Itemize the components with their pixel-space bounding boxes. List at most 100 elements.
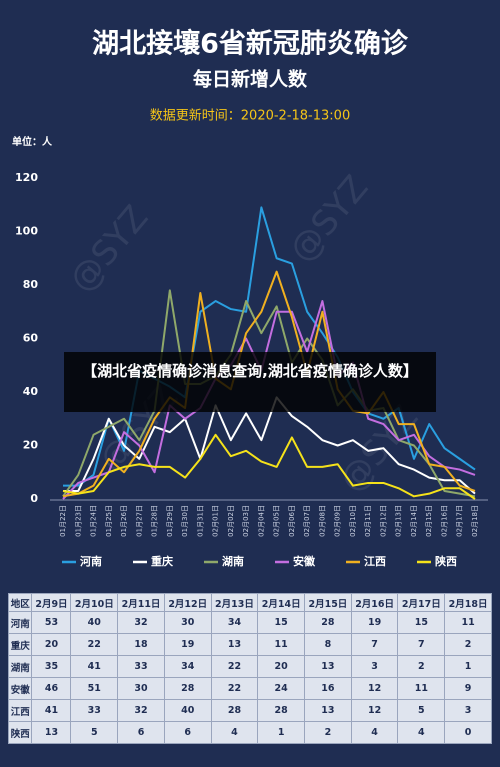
x-tick-label: 02月09日 bbox=[334, 505, 342, 537]
table-cell: 53 bbox=[31, 611, 72, 634]
x-tick-label: 02月04日 bbox=[257, 505, 265, 537]
x-tick-label: 01月25日 bbox=[105, 505, 113, 537]
x-tick-label: 02月16日 bbox=[440, 505, 448, 537]
legend-label: 重庆 bbox=[151, 554, 173, 568]
table-cell: 32 bbox=[117, 699, 165, 722]
legend-label: 安徽 bbox=[293, 554, 316, 568]
table-cell: 9 bbox=[444, 677, 492, 700]
table-cell: 4 bbox=[397, 721, 446, 744]
x-tick-label: 02月07日 bbox=[303, 505, 311, 537]
table-cell: 30 bbox=[163, 611, 212, 634]
table-cell: 41 bbox=[31, 699, 72, 722]
table-cell: 安徽 bbox=[7, 677, 33, 700]
table-cell: 28 bbox=[257, 699, 306, 722]
table-cell: 22 bbox=[70, 633, 119, 656]
caption: 【湖北省疫情确诊消息查询,湖北省疫情确诊人数】 bbox=[64, 352, 436, 412]
header-cell: 2月12日 bbox=[163, 593, 212, 612]
header-cell: 2月17日 bbox=[397, 593, 446, 612]
legend-label: 河南 bbox=[80, 554, 102, 568]
x-tick-label: 02月02日 bbox=[227, 505, 235, 537]
table-cell: 15 bbox=[257, 611, 306, 634]
y-unit: 单位：人 bbox=[12, 135, 53, 148]
legend-label: 江西 bbox=[364, 554, 386, 568]
table-cell: 24 bbox=[257, 677, 306, 700]
table-cell: 15 bbox=[397, 611, 446, 634]
table-cell: 46 bbox=[31, 677, 72, 700]
table-cell: 19 bbox=[350, 611, 399, 634]
table-cell: 6 bbox=[117, 721, 165, 744]
table-cell: 4 bbox=[210, 721, 259, 744]
table-cell: 13 bbox=[210, 633, 259, 656]
x-tick-label: 01月28日 bbox=[151, 505, 159, 537]
y-tick-label: 60 bbox=[23, 332, 39, 345]
x-tick-label: 02月03日 bbox=[242, 505, 250, 537]
table-cell: 22 bbox=[210, 655, 259, 678]
table-cell: 5 bbox=[397, 699, 446, 722]
table-cell: 40 bbox=[163, 699, 212, 722]
x-tick-label: 02月15日 bbox=[425, 505, 433, 537]
table-cell: 13 bbox=[304, 655, 352, 678]
table-cell: 2 bbox=[444, 633, 492, 656]
y-tick-label: 20 bbox=[23, 439, 39, 452]
table-cell: 1 bbox=[444, 655, 492, 678]
table-cell: 1 bbox=[257, 721, 306, 744]
table-cell: 16 bbox=[304, 677, 352, 700]
table-cell: 3 bbox=[350, 655, 399, 678]
table-cell: 35 bbox=[31, 655, 72, 678]
table-row: 陕西 13 5 6 6 4 1 2 4 4 0 bbox=[7, 721, 492, 744]
table-cell: 8 bbox=[304, 633, 352, 656]
table-cell: 34 bbox=[210, 611, 259, 634]
y-tick-label: 100 bbox=[15, 225, 38, 238]
x-tick-label: 01月24日 bbox=[90, 505, 98, 537]
watermark: @SYZ bbox=[282, 168, 377, 270]
series-line bbox=[62, 433, 476, 500]
table-cell: 湖南 bbox=[7, 655, 33, 678]
chart-title: 湖北接壤6省新冠肺炎确诊 bbox=[92, 28, 409, 60]
table-cell: 2 bbox=[304, 721, 352, 744]
y-tick-label: 120 bbox=[15, 171, 38, 184]
update-note: 数据更新时间：2020-2-18-13:00 bbox=[150, 108, 350, 124]
table-cell: 11 bbox=[257, 633, 306, 656]
x-tick-label: 02月01日 bbox=[212, 505, 220, 537]
table-cell: 13 bbox=[31, 721, 72, 744]
table-cell: 28 bbox=[210, 699, 259, 722]
x-tick-label: 01月27日 bbox=[135, 505, 143, 537]
chart-subtitle: 每日新增人数 bbox=[193, 68, 308, 91]
chart: 湖北接壤6省新冠肺炎确诊 每日新增人数 数据更新时间：2020-2-18-13:… bbox=[12, 28, 488, 568]
x-tick-label: 01月31日 bbox=[196, 505, 204, 537]
x-tick-label: 02月08日 bbox=[318, 505, 326, 537]
table-cell: 20 bbox=[31, 633, 72, 656]
x-tick-label: 01月30日 bbox=[181, 505, 189, 537]
x-tick-label: 02月13日 bbox=[395, 505, 403, 537]
header-cell: 2月9日 bbox=[31, 593, 72, 612]
legend-label: 陕西 bbox=[435, 554, 457, 568]
table-cell: 陕西 bbox=[7, 721, 33, 744]
header-cell: 2月11日 bbox=[117, 593, 165, 612]
table-cell: 0 bbox=[444, 721, 492, 744]
table-cell: 3 bbox=[444, 699, 492, 722]
series-line bbox=[62, 289, 476, 498]
table-cell: 河南 bbox=[7, 611, 33, 634]
table-cell: 30 bbox=[117, 677, 165, 700]
header-cell: 地区 bbox=[7, 593, 33, 612]
table-row: 重庆 20 22 18 19 13 11 8 7 7 2 bbox=[7, 633, 492, 656]
table-cell: 2 bbox=[397, 655, 446, 678]
watermark: @SYZ bbox=[62, 198, 157, 300]
table-cell: 22 bbox=[210, 677, 259, 700]
table-row: 湖南 35 41 33 34 22 20 13 3 2 1 bbox=[7, 655, 492, 678]
header-cell: 2月13日 bbox=[210, 593, 259, 612]
x-tick-label: 02月17日 bbox=[456, 505, 464, 537]
table-row: 河南 53 40 32 30 34 15 28 19 15 11 bbox=[7, 611, 492, 634]
table-row: 安徽 46 51 30 28 22 24 16 12 11 9 bbox=[7, 677, 492, 700]
table-cell: 51 bbox=[70, 677, 119, 700]
y-tick-label: 80 bbox=[23, 278, 39, 291]
table-cell: 11 bbox=[397, 677, 446, 700]
table-cell: 19 bbox=[163, 633, 212, 656]
table-cell: 5 bbox=[70, 721, 119, 744]
series-line bbox=[62, 300, 476, 500]
x-tick-label: 01月23日 bbox=[74, 505, 82, 537]
table-cell: 33 bbox=[117, 655, 165, 678]
table-cell: 41 bbox=[70, 655, 119, 678]
series-line bbox=[62, 270, 476, 498]
